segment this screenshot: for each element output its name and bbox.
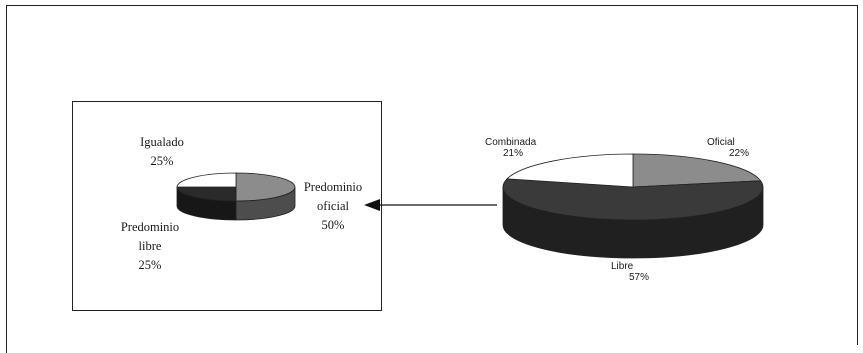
arrow-head (364, 199, 380, 211)
big-pie-slice-combinada (506, 153, 634, 188)
small-label-igualado-name: Igualado (140, 135, 184, 149)
small-pie-slice-predominio-libre (176, 186, 237, 202)
small-label-oficial-line1: Predominio (303, 180, 363, 194)
small-label-libre: Predominio libre 25% (114, 218, 186, 275)
big-label-combinada-name: Combinada (485, 137, 537, 148)
big-label-oficial-pct: 22% (729, 148, 750, 159)
big-label-libre: Libre 57% (611, 261, 661, 283)
small-chart-box (72, 101, 382, 311)
large-pie-chart (502, 153, 764, 259)
small-label-libre-line2: libre (138, 239, 162, 253)
small-label-libre-line1: Predominio (120, 220, 180, 234)
small-label-igualado-pct: 25% (150, 154, 174, 168)
small-pie-slice-igualado (176, 172, 237, 188)
small-label-oficial-line2: oficial (317, 199, 349, 213)
big-pie-slice-oficial (632, 153, 762, 188)
small-label-igualado: Igualado 25% (132, 133, 192, 171)
small-label-libre-pct: 25% (138, 258, 162, 272)
big-pie-slice-libre (502, 178, 764, 221)
small-pie-chart (176, 172, 296, 221)
big-label-oficial: Oficial 22% (707, 137, 757, 159)
small-pie-slice-predominio-oficial (235, 172, 296, 202)
small-label-oficial-pct: 50% (321, 218, 345, 232)
big-label-combinada-pct: 21% (503, 148, 524, 159)
big-label-combinada: Combinada 21% (485, 137, 555, 159)
big-label-libre-name: Libre (611, 261, 634, 272)
big-label-oficial-name: Oficial (707, 137, 735, 148)
big-label-libre-pct: 57% (629, 272, 650, 283)
small-label-oficial: Predominio oficial 50% (297, 178, 369, 235)
